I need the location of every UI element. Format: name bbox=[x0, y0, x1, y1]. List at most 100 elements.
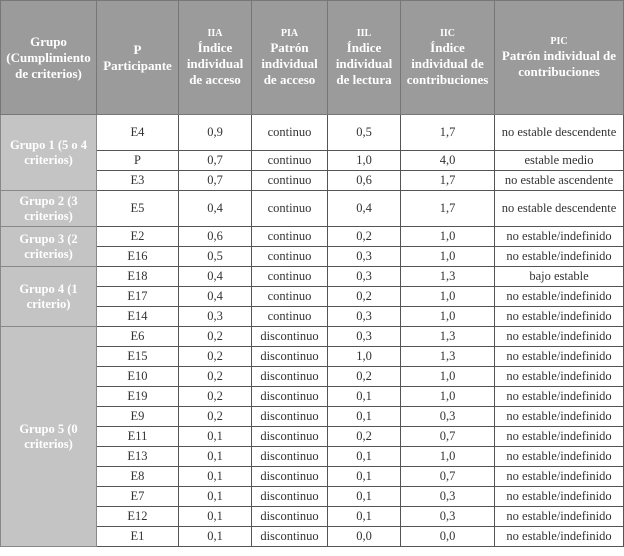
cell-iic: 0,3 bbox=[400, 506, 495, 527]
cell-p: E14 bbox=[96, 306, 179, 327]
cell-p: E9 bbox=[96, 406, 179, 427]
cell-iic: 0,0 bbox=[400, 526, 495, 547]
cell-p: E15 bbox=[96, 346, 179, 367]
cell-iia: 0,2 bbox=[178, 366, 252, 387]
header-group: Grupo (Cumplimiento de criterios) bbox=[0, 0, 97, 115]
table-body: Grupo 1 (5 o 4 criterios) E4 0,9 continuo 0,… bbox=[0, 114, 624, 547]
table-row: Grupo 1 (5 o 4 criterios) E4 0,9 continuo 0,… bbox=[0, 114, 624, 191]
cell-pic: no estable/indefinido bbox=[494, 506, 624, 527]
cell-iia: 0,4 bbox=[178, 266, 252, 287]
header-label: Participante bbox=[103, 57, 172, 73]
cell-iia: 0,7 bbox=[178, 170, 252, 191]
cell-p: E5 bbox=[96, 190, 179, 227]
cell-iia: 0,1 bbox=[178, 486, 252, 507]
cell-iia: 0,5 bbox=[178, 246, 252, 267]
cell-pic: no estable/indefinido bbox=[494, 426, 624, 447]
cell-iil: 0,2 bbox=[327, 426, 401, 447]
cell-pic: no estable/indefinido bbox=[494, 386, 624, 407]
cell-iia: 0,6 bbox=[178, 226, 252, 247]
cell-pia: continuo bbox=[251, 286, 328, 307]
table-row: E10 0,2 discontinuo 0,2 1,0 no estable/indefi… bbox=[1, 366, 624, 387]
cell-iia: 0,2 bbox=[178, 406, 252, 427]
cell-iil: 0,1 bbox=[327, 406, 401, 427]
cell-iic: 1,0 bbox=[400, 286, 495, 307]
header-label: Grupo (Cumplimiento de criterios) bbox=[6, 33, 91, 81]
cell-iil: 0,6 bbox=[327, 170, 401, 191]
cell-pia: continuo bbox=[251, 190, 328, 227]
cell-pic: no estable/indefinido bbox=[494, 326, 624, 347]
cell-p: E7 bbox=[96, 486, 179, 507]
cell-pia: continuo bbox=[251, 246, 328, 267]
table-row: E14 0,3 continuo 0,3 1,0 no estable/indefinid… bbox=[1, 306, 624, 327]
group-cell: Grupo 3 (2 criterios) bbox=[0, 226, 97, 267]
cell-iic: 1,0 bbox=[400, 386, 495, 407]
cell-iil: 0,0 bbox=[327, 526, 401, 547]
header-abbr: IIA bbox=[207, 28, 223, 39]
cell-iia: 0,1 bbox=[178, 506, 252, 527]
table-row: E11 0,1 discontinuo 0,2 0,7 no estable/indefi… bbox=[1, 426, 624, 447]
cell-pia: discontinuo bbox=[251, 426, 328, 447]
cell-iil: 0,3 bbox=[327, 306, 401, 327]
cell-p: P bbox=[96, 150, 179, 171]
cell-iil: 0,2 bbox=[327, 286, 401, 307]
cell-iil: 0,1 bbox=[327, 386, 401, 407]
cell-pia: discontinuo bbox=[251, 446, 328, 467]
cell-pic: no estable/indefinido bbox=[494, 346, 624, 367]
table-row: Grupo 2 (3 criterios) E5 0,4 continuo 0,4 1,7… bbox=[0, 190, 624, 227]
group-cell: Grupo 1 (5 o 4 criterios) bbox=[0, 114, 97, 191]
cell-iil: 0,5 bbox=[327, 114, 401, 151]
cell-pic: no estable ascendente bbox=[494, 170, 624, 191]
cell-pia: continuo bbox=[251, 226, 328, 247]
cell-p: E17 bbox=[96, 286, 179, 307]
cell-pia: discontinuo bbox=[251, 386, 328, 407]
cell-iil: 0,3 bbox=[327, 266, 401, 287]
cell-pic: no estable/indefinido bbox=[494, 366, 624, 387]
cell-iic: 1,0 bbox=[400, 246, 495, 267]
cell-pia: discontinuo bbox=[251, 406, 328, 427]
header-row: Grupo (Cumplimiento de criterios) P Partic… bbox=[0, 0, 624, 115]
group-cell: Grupo 5 (0 criterios) bbox=[0, 326, 97, 547]
cell-pia: discontinuo bbox=[251, 466, 328, 487]
cell-pia: discontinuo bbox=[251, 506, 328, 527]
cell-p: E3 bbox=[96, 170, 179, 191]
header-abbr: IIC bbox=[439, 28, 455, 39]
cell-pic: no estable/indefinido bbox=[494, 466, 624, 487]
table-row: E15 0,2 discontinuo 1,0 1,3 no estable/indefi… bbox=[1, 346, 624, 367]
cell-pic: no estable/indefinido bbox=[494, 446, 624, 467]
cell-pic: no estable/indefinido bbox=[494, 406, 624, 427]
cell-iic: 0,3 bbox=[400, 406, 495, 427]
cell-iic: 1,7 bbox=[400, 190, 495, 227]
cell-pia: continuo bbox=[251, 266, 328, 287]
cell-iil: 0,1 bbox=[327, 466, 401, 487]
cell-iia: 0,2 bbox=[178, 346, 252, 367]
cell-iic: 0,7 bbox=[400, 466, 495, 487]
cell-p: E11 bbox=[96, 426, 179, 447]
cell-p: E2 bbox=[96, 226, 179, 247]
cell-iia: 0,1 bbox=[178, 446, 252, 467]
cell-pia: continuo bbox=[251, 150, 328, 171]
header-abbr: PIC bbox=[550, 36, 568, 47]
cell-p: E12 bbox=[96, 506, 179, 527]
cell-iic: 1,7 bbox=[400, 114, 495, 151]
cell-pia: continuo bbox=[251, 170, 328, 191]
cell-iil: 1,0 bbox=[327, 346, 401, 367]
header-label: Índice individual de contribuciones bbox=[406, 40, 489, 87]
cell-p: E13 bbox=[96, 446, 179, 467]
cell-iia: 0,2 bbox=[178, 326, 252, 347]
cell-p: E4 bbox=[96, 114, 179, 151]
cell-iic: 1,3 bbox=[400, 326, 495, 347]
cell-iic: 0,3 bbox=[400, 486, 495, 507]
cell-p: E19 bbox=[96, 386, 179, 407]
cell-pic: no estable descendente bbox=[494, 114, 624, 151]
cell-iil: 0,3 bbox=[327, 246, 401, 267]
cell-iia: 0,4 bbox=[178, 190, 252, 227]
cell-pia: discontinuo bbox=[251, 366, 328, 387]
cell-iic: 1,3 bbox=[400, 346, 495, 367]
header-label: Patrón individual de acceso bbox=[261, 40, 318, 87]
cell-iil: 0,2 bbox=[327, 366, 401, 387]
cell-iic: 1,3 bbox=[400, 266, 495, 287]
header-abbr: IIL bbox=[356, 28, 372, 39]
cell-iic: 1,0 bbox=[400, 446, 495, 467]
cell-pic: bajo estable bbox=[494, 266, 624, 287]
